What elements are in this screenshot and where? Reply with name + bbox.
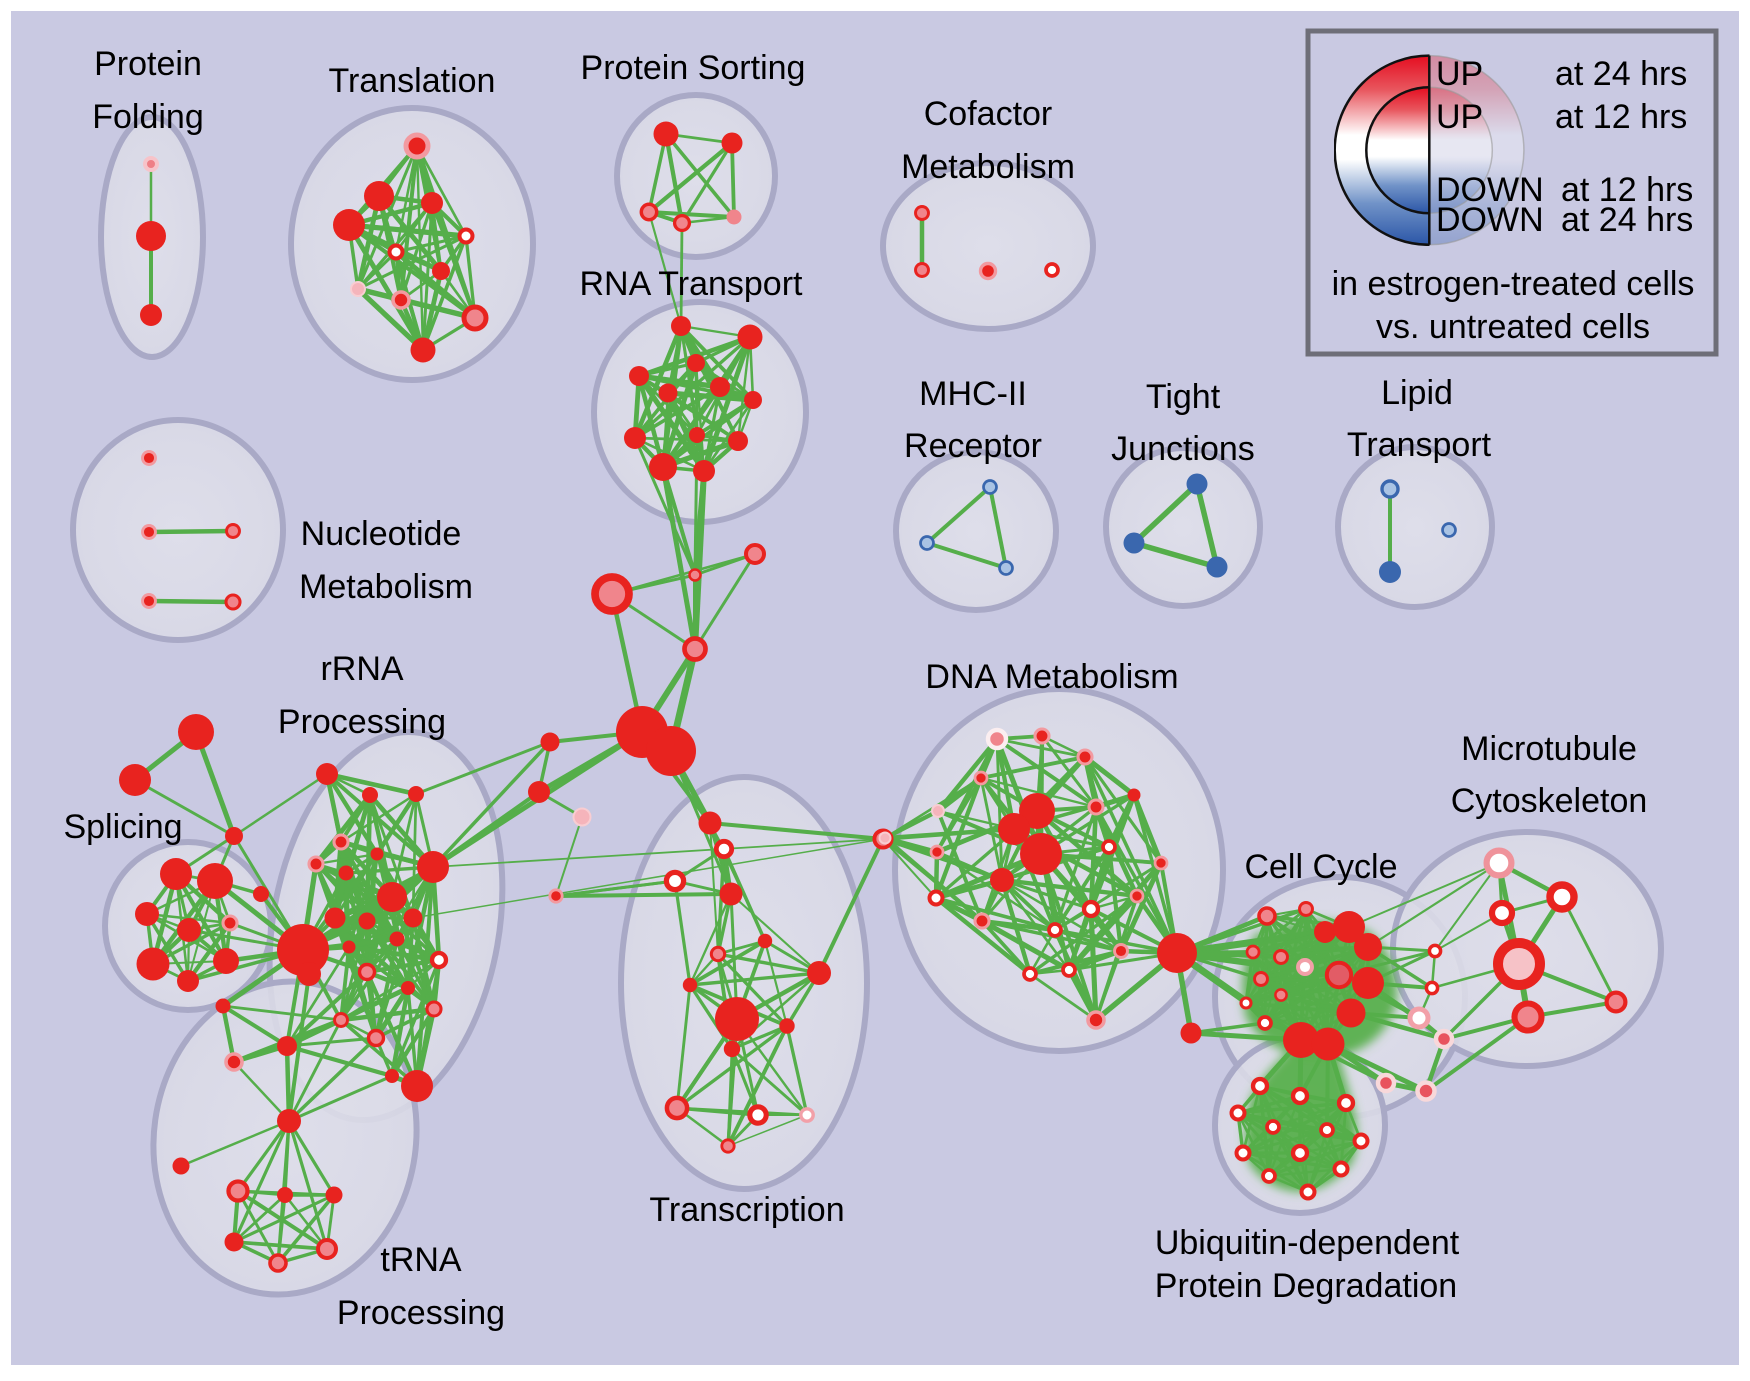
svg-text:RNA Transport: RNA Transport <box>580 265 804 303</box>
svg-text:vs. untreated cells: vs. untreated cells <box>1376 308 1650 346</box>
svg-text:Cytoskeleton: Cytoskeleton <box>1451 782 1648 820</box>
svg-text:Cell Cycle: Cell Cycle <box>1244 848 1397 886</box>
svg-text:Lipid: Lipid <box>1381 374 1453 412</box>
svg-text:Transport: Transport <box>1347 426 1492 464</box>
svg-text:Cofactor: Cofactor <box>924 95 1053 133</box>
svg-text:DOWN: DOWN <box>1436 201 1544 239</box>
svg-text:Processing: Processing <box>278 703 446 741</box>
svg-text:Metabolism: Metabolism <box>299 568 473 606</box>
svg-text:rRNA: rRNA <box>320 650 403 688</box>
svg-text:in estrogen-treated cells: in estrogen-treated cells <box>1332 265 1695 303</box>
svg-text:Processing: Processing <box>337 1294 505 1332</box>
svg-text:Microtubule: Microtubule <box>1461 730 1637 768</box>
svg-text:Transcription: Transcription <box>649 1191 844 1229</box>
svg-text:Protein Sorting: Protein Sorting <box>581 49 806 87</box>
svg-text:at 12 hrs: at 12 hrs <box>1555 98 1687 136</box>
svg-text:Translation: Translation <box>329 62 496 100</box>
svg-text:tRNA: tRNA <box>380 1241 462 1279</box>
svg-text:Splicing: Splicing <box>63 808 182 846</box>
svg-text:at 24 hrs: at 24 hrs <box>1561 201 1693 239</box>
svg-text:Metabolism: Metabolism <box>901 148 1075 186</box>
svg-text:UP: UP <box>1436 98 1483 136</box>
svg-text:at 24 hrs: at 24 hrs <box>1555 55 1687 93</box>
svg-text:MHC-II: MHC-II <box>919 375 1027 413</box>
svg-text:Junctions: Junctions <box>1111 430 1255 468</box>
svg-text:Receptor: Receptor <box>904 427 1042 465</box>
svg-text:Protein: Protein <box>94 45 202 83</box>
svg-text:DNA Metabolism: DNA Metabolism <box>925 658 1178 696</box>
svg-text:Folding: Folding <box>92 98 204 136</box>
svg-text:at 12 hrs: at 12 hrs <box>1561 171 1693 209</box>
svg-text:Protein Degradation: Protein Degradation <box>1155 1267 1457 1305</box>
svg-text:Nucleotide: Nucleotide <box>301 515 462 553</box>
svg-text:DOWN: DOWN <box>1436 171 1544 209</box>
svg-text:Ubiquitin-dependent: Ubiquitin-dependent <box>1155 1224 1460 1262</box>
svg-text:Tight: Tight <box>1146 378 1221 416</box>
svg-text:UP: UP <box>1436 55 1483 93</box>
